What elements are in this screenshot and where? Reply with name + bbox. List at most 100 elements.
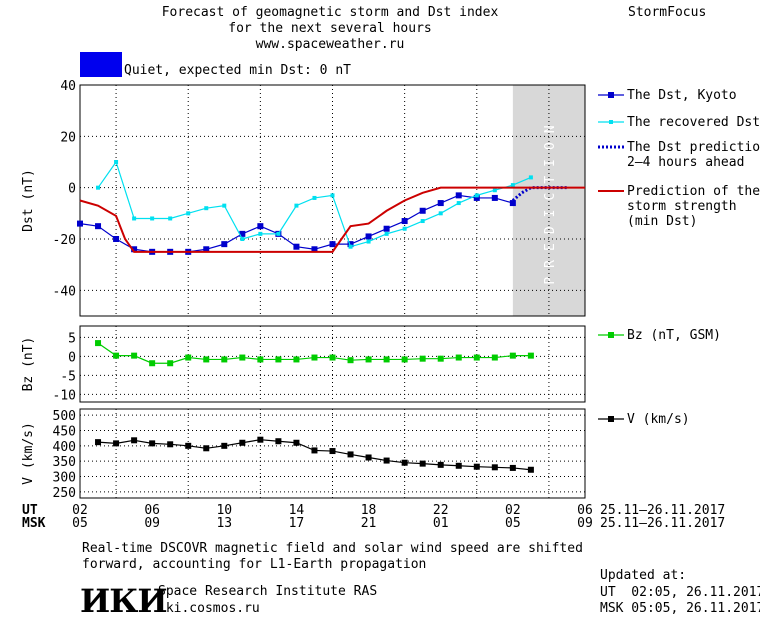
legend-marker — [609, 120, 613, 124]
y-tick-label: -20 — [53, 233, 76, 248]
x-tick-msk: 21 — [360, 516, 377, 531]
data-point — [491, 194, 498, 201]
data-point — [293, 439, 300, 446]
y-tick-label: 250 — [53, 486, 76, 501]
data-point — [348, 244, 353, 249]
legend-bz: Bz (nT, GSM) — [627, 328, 721, 343]
x-tick-ut: 14 — [288, 503, 305, 518]
data-point — [131, 246, 138, 253]
data-point — [293, 356, 300, 363]
data-point — [330, 193, 335, 198]
site-url[interactable]: www.spaceweather.ru — [255, 37, 405, 52]
legend-dst-kyoto: The Dst, Kyoto — [627, 88, 737, 103]
data-point — [528, 175, 533, 180]
data-point — [239, 439, 246, 446]
data-point — [113, 440, 120, 447]
data-point — [438, 211, 443, 216]
data-point — [96, 185, 101, 190]
data-point — [419, 355, 426, 362]
data-point — [257, 223, 264, 230]
data-point — [509, 464, 516, 471]
legend-dst-prediction: The Dst prediction 2–4 hours ahead — [627, 140, 760, 170]
legend-marker — [608, 416, 614, 422]
y-tick-label: 400 — [53, 440, 76, 455]
data-point — [240, 237, 245, 241]
iki-logo: ИКИ — [80, 582, 168, 620]
footer-note-line1: Real-time DSCOVR magnetic field and sola… — [82, 541, 583, 556]
data-point — [257, 356, 264, 363]
series-line — [79, 186, 585, 253]
data-point — [185, 354, 192, 361]
brand-label: StormFocus — [628, 5, 707, 20]
legend-v: V (km/s) — [627, 412, 690, 427]
y-axis-label: Dst (nT) — [21, 169, 36, 232]
data-point — [221, 442, 228, 449]
data-point — [329, 241, 336, 248]
data-point — [275, 356, 282, 363]
series-line — [97, 439, 531, 471]
y-tick-label: -5 — [60, 369, 76, 384]
data-point — [509, 352, 516, 359]
chart-title-line1: Forecast of geomagnetic storm and Dst in… — [161, 5, 499, 20]
data-point — [113, 352, 120, 359]
data-point — [347, 451, 354, 458]
data-point — [491, 464, 498, 471]
y-tick-label: 20 — [60, 130, 76, 145]
x-tick-ut: 10 — [216, 503, 233, 518]
data-point — [329, 354, 336, 361]
date-range-ut: 25.11–26.11.2017 — [600, 503, 726, 518]
y-tick-label: 5 — [68, 331, 76, 346]
data-point — [401, 218, 408, 225]
x-tick-ut: 22 — [432, 503, 449, 518]
data-point — [293, 243, 300, 250]
data-point — [473, 463, 480, 470]
data-point — [474, 193, 479, 198]
data-point — [239, 230, 246, 237]
data-point — [437, 461, 444, 468]
y-tick-label: 500 — [53, 409, 76, 424]
data-point — [401, 356, 408, 363]
data-point — [276, 231, 281, 236]
data-point — [114, 160, 119, 164]
x-tick-msk: 09 — [144, 516, 160, 531]
status-color-box — [80, 52, 122, 77]
data-point — [167, 360, 174, 367]
x-tick-ut: 18 — [360, 503, 377, 518]
ut-axis-label: UT — [22, 503, 38, 518]
msk-axis-label: MSK — [22, 516, 46, 531]
y-tick-label: 40 — [60, 79, 76, 94]
data-point — [167, 441, 174, 448]
data-point — [402, 226, 407, 231]
data-point — [437, 355, 444, 362]
data-point — [311, 354, 318, 361]
y-tick-label: 0 — [68, 182, 76, 197]
footer-note-line2: forward, accounting for L1-Earth propaga… — [82, 557, 427, 572]
data-point — [221, 241, 228, 248]
legend-storm-strength: Prediction of the storm strength (min Ds… — [627, 184, 760, 229]
y-axis-label: Bz (nT) — [21, 337, 36, 392]
data-point — [149, 440, 156, 447]
y-axis-label: V (km/s) — [21, 422, 36, 485]
plot-frame — [79, 325, 586, 403]
x-tick-msk: 09 — [577, 516, 593, 531]
updated-msk: MSK 05:05, 26.11.2017 — [600, 601, 760, 616]
data-point — [185, 442, 192, 449]
data-point — [473, 354, 480, 361]
data-point — [455, 462, 462, 469]
data-point — [204, 206, 209, 211]
data-point — [455, 192, 462, 199]
data-point — [222, 203, 227, 208]
data-point — [384, 231, 389, 236]
data-point — [455, 354, 462, 361]
data-point — [131, 352, 138, 359]
data-point — [419, 207, 426, 214]
data-point — [312, 195, 317, 200]
data-point — [95, 439, 102, 446]
data-point — [203, 246, 210, 253]
status-text: Quiet, expected min Dst: 0 nT — [124, 63, 351, 78]
data-point — [365, 233, 372, 240]
data-point — [168, 216, 173, 221]
plot-frame — [79, 408, 586, 499]
institute-url[interactable]: iki.cosmos.ru — [158, 601, 260, 616]
